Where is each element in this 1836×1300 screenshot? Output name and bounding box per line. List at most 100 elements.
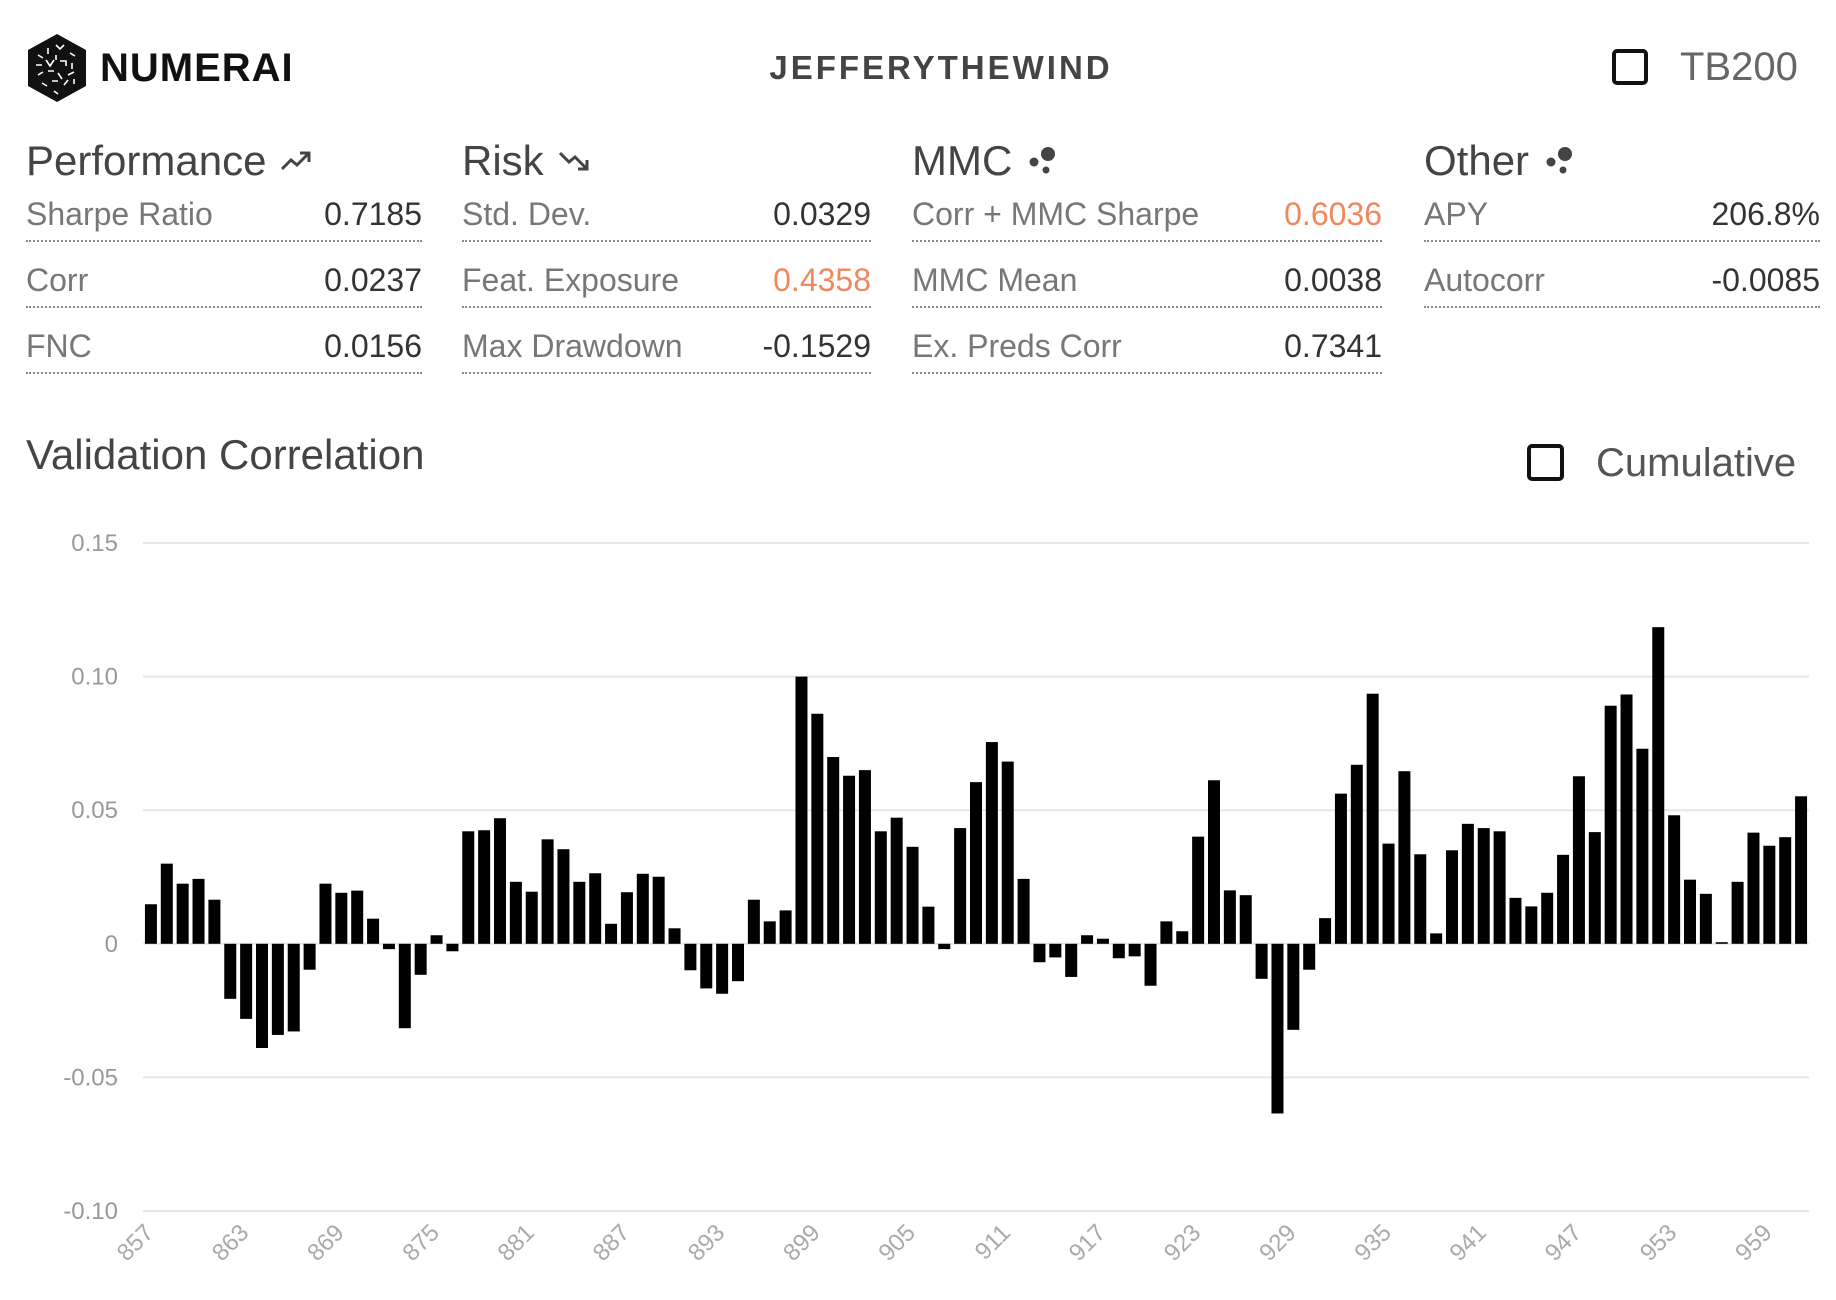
bar-round-871[interactable] (367, 918, 380, 944)
bar-round-909[interactable] (970, 782, 982, 944)
bar-round-957[interactable] (1731, 881, 1744, 944)
bar-round-901[interactable] (843, 775, 856, 944)
bar-round-864[interactable] (256, 943, 268, 1049)
bar-round-954[interactable] (1684, 879, 1696, 944)
bar-round-911[interactable] (1001, 761, 1014, 944)
bar-round-875[interactable] (430, 935, 443, 944)
bar-round-916[interactable] (1081, 935, 1094, 944)
bar-round-860[interactable] (192, 878, 205, 944)
bar-round-953[interactable] (1668, 815, 1681, 944)
bar-round-930[interactable] (1303, 943, 1316, 970)
metric-row[interactable]: Sharpe Ratio 0.7185 (26, 176, 422, 242)
bar-round-924[interactable] (1208, 780, 1220, 944)
bar-round-931[interactable] (1319, 918, 1332, 944)
bar-round-890[interactable] (668, 928, 681, 944)
bar-round-899[interactable] (811, 713, 824, 944)
bar-round-889[interactable] (652, 876, 665, 944)
bar-round-948[interactable] (1588, 832, 1601, 944)
metric-row[interactable]: APY 206.8% (1424, 176, 1820, 242)
bar-round-927[interactable] (1255, 943, 1268, 979)
bar-round-908[interactable] (954, 828, 967, 944)
bar-round-863[interactable] (240, 943, 253, 1019)
tb200-label[interactable]: TB200 (1680, 45, 1798, 89)
bar-round-887[interactable] (620, 892, 633, 944)
bar-round-945[interactable] (1541, 892, 1554, 944)
bar-round-923[interactable] (1192, 836, 1205, 944)
bar-round-904[interactable] (890, 817, 903, 944)
bar-round-882[interactable] (541, 839, 554, 944)
bar-round-944[interactable] (1525, 906, 1538, 944)
metric-row[interactable]: MMC Mean 0.0038 (912, 242, 1382, 308)
bar-round-955[interactable] (1699, 893, 1712, 944)
bar-round-873[interactable] (398, 943, 411, 1029)
bar-round-892[interactable] (700, 943, 713, 989)
bar-round-867[interactable] (303, 943, 316, 970)
bar-round-894[interactable] (732, 943, 744, 982)
bar-round-958[interactable] (1747, 832, 1760, 944)
bar-round-940[interactable] (1461, 823, 1474, 944)
bar-round-960[interactable] (1779, 837, 1792, 944)
bar-round-895[interactable] (747, 899, 760, 944)
bar-round-858[interactable] (160, 863, 173, 944)
bar-round-946[interactable] (1557, 854, 1570, 944)
bar-round-878[interactable] (478, 830, 491, 944)
metric-row[interactable]: Feat. Exposure 0.4358 (462, 242, 871, 308)
bar-round-902[interactable] (858, 770, 871, 944)
metric-row[interactable]: Max Drawdown -0.1529 (462, 308, 871, 374)
bar-round-906[interactable] (922, 906, 935, 944)
bar-round-921[interactable] (1160, 921, 1173, 944)
bar-round-896[interactable] (763, 921, 776, 944)
bar-round-862[interactable] (224, 943, 237, 999)
bar-round-943[interactable] (1509, 897, 1522, 944)
bar-round-903[interactable] (874, 831, 887, 944)
bar-round-881[interactable] (525, 891, 538, 944)
bar-round-879[interactable] (494, 818, 506, 944)
bar-round-942[interactable] (1493, 831, 1506, 944)
bar-round-897[interactable] (779, 910, 792, 944)
bar-round-907[interactable] (938, 943, 951, 950)
bar-round-869[interactable] (335, 892, 348, 944)
bar-round-961[interactable] (1795, 796, 1808, 944)
bar-round-900[interactable] (827, 757, 840, 944)
bar-round-917[interactable] (1096, 938, 1109, 944)
bar-round-934[interactable] (1366, 693, 1379, 944)
bar-round-919[interactable] (1128, 943, 1141, 957)
bar-round-926[interactable] (1239, 895, 1252, 944)
bar-round-938[interactable] (1430, 933, 1443, 944)
bar-round-859[interactable] (176, 883, 189, 944)
bar-round-888[interactable] (636, 873, 649, 944)
bar-round-898[interactable] (795, 676, 808, 944)
bar-round-956[interactable] (1715, 942, 1728, 944)
cumulative-checkbox[interactable] (1527, 444, 1564, 481)
bar-round-893[interactable] (716, 943, 729, 994)
bar-round-874[interactable] (414, 943, 427, 975)
bar-round-933[interactable] (1350, 764, 1363, 944)
metric-row[interactable]: Autocorr -0.0085 (1424, 242, 1820, 308)
bar-round-937[interactable] (1414, 854, 1427, 944)
bar-round-872[interactable] (382, 943, 395, 950)
bar-round-950[interactable] (1620, 694, 1633, 944)
metric-row[interactable]: Std. Dev. 0.0329 (462, 176, 871, 242)
bar-round-886[interactable] (605, 923, 618, 944)
bar-round-905[interactable] (906, 846, 919, 944)
bar-round-912[interactable] (1017, 878, 1030, 944)
bar-round-914[interactable] (1049, 943, 1062, 958)
bar-round-876[interactable] (446, 943, 459, 952)
bar-round-935[interactable] (1382, 843, 1395, 944)
bar-round-928[interactable] (1271, 943, 1284, 1114)
bar-round-959[interactable] (1763, 845, 1776, 944)
bar-round-870[interactable] (351, 890, 364, 944)
bar-round-866[interactable] (287, 943, 300, 1032)
metric-row[interactable]: Corr 0.0237 (26, 242, 422, 308)
bar-round-941[interactable] (1477, 828, 1490, 944)
bar-round-885[interactable] (589, 873, 602, 944)
bar-round-865[interactable] (271, 943, 284, 1035)
bar-round-947[interactable] (1572, 776, 1585, 944)
bar-round-913[interactable] (1033, 943, 1046, 963)
tb200-checkbox[interactable] (1612, 49, 1648, 85)
bar-round-951[interactable] (1636, 748, 1649, 944)
bar-round-939[interactable] (1446, 850, 1458, 944)
cumulative-label[interactable]: Cumulative (1596, 441, 1797, 485)
bar-round-925[interactable] (1223, 890, 1236, 944)
bar-round-883[interactable] (557, 849, 570, 944)
